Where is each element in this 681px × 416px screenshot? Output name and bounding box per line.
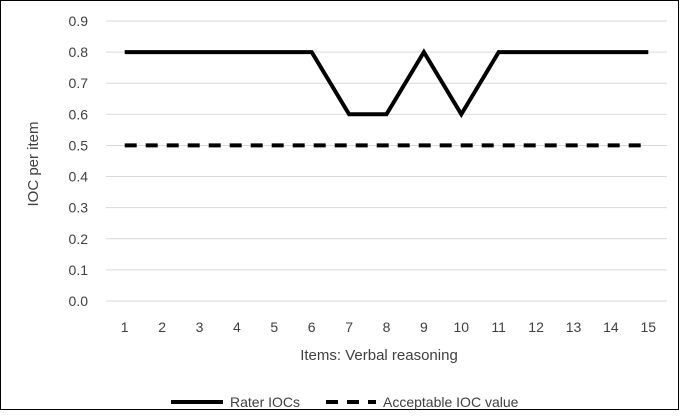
series-lines [125,52,649,145]
x-tick-label: 10 [454,319,470,335]
x-tick-label: 5 [270,319,278,335]
y-tick-label: 0.2 [69,231,89,247]
x-tick-label: 4 [233,319,241,335]
y-tick-label: 0.8 [69,44,89,60]
x-tick-label: 7 [345,319,353,335]
x-axis-title: Items: Verbal reasoning [300,347,458,364]
x-tick-label: 8 [383,319,391,335]
x-tick-label: 14 [603,319,619,335]
y-tick-label: 0.3 [69,200,89,216]
x-tick-label: 11 [491,319,506,335]
x-tick-label: 12 [528,319,544,335]
y-tick-label: 0.0 [69,293,89,309]
x-tick-label: 3 [196,319,204,335]
x-tick-label: 13 [566,319,582,335]
legend-label: Acceptable IOC value [383,394,519,410]
y-tick-label: 0.1 [69,262,89,278]
y-tick-label: 0.9 [69,13,89,29]
x-tick-label: 1 [121,319,129,335]
y-tick-label: 0.4 [69,169,89,185]
x-tick-label: 2 [158,319,166,335]
x-tick-label: 6 [308,319,316,335]
y-axis-title: IOC per item [25,121,42,206]
x-tick-label: 15 [641,319,657,335]
legend: Rater IOCs Acceptable IOC value [171,394,519,410]
legend-label: Rater IOCs [230,394,300,410]
y-tick-label: 0.5 [69,137,89,153]
x-tick-label: 9 [420,319,428,335]
gridlines [106,21,667,301]
y-tick-labels: 0.0 0.1 0.2 0.3 0.4 0.5 0.6 0.7 0.8 0.9 [69,13,89,309]
y-tick-label: 0.7 [69,75,89,91]
y-tick-label: 0.6 [69,106,89,122]
